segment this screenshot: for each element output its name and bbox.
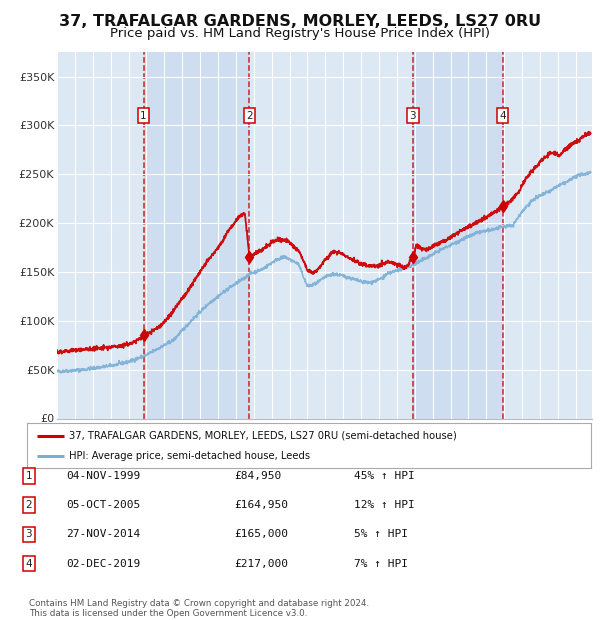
- Text: 05-OCT-2005: 05-OCT-2005: [66, 500, 140, 510]
- Bar: [413, 52, 503, 419]
- Text: 37, TRAFALGAR GARDENS, MORLEY, LEEDS, LS27 0RU (semi-detached house): 37, TRAFALGAR GARDENS, MORLEY, LEEDS, LS…: [70, 430, 457, 441]
- Text: 2: 2: [246, 110, 253, 121]
- Text: This data is licensed under the Open Government Licence v3.0.: This data is licensed under the Open Gov…: [29, 609, 307, 618]
- Text: 2: 2: [25, 500, 32, 510]
- Text: Price paid vs. HM Land Registry's House Price Index (HPI): Price paid vs. HM Land Registry's House …: [110, 27, 490, 40]
- Bar: [143, 52, 250, 419]
- Text: 12% ↑ HPI: 12% ↑ HPI: [354, 500, 415, 510]
- Text: 4: 4: [25, 559, 32, 569]
- Text: £217,000: £217,000: [234, 559, 288, 569]
- Text: £84,950: £84,950: [234, 471, 281, 481]
- Text: £165,000: £165,000: [234, 529, 288, 539]
- Text: 02-DEC-2019: 02-DEC-2019: [66, 559, 140, 569]
- Text: 04-NOV-1999: 04-NOV-1999: [66, 471, 140, 481]
- Text: 4: 4: [499, 110, 506, 121]
- Text: 45% ↑ HPI: 45% ↑ HPI: [354, 471, 415, 481]
- Text: 1: 1: [25, 471, 32, 481]
- Text: 3: 3: [410, 110, 416, 121]
- Text: 1: 1: [140, 110, 147, 121]
- Text: £164,950: £164,950: [234, 500, 288, 510]
- Text: Contains HM Land Registry data © Crown copyright and database right 2024.: Contains HM Land Registry data © Crown c…: [29, 600, 369, 608]
- Text: 37, TRAFALGAR GARDENS, MORLEY, LEEDS, LS27 0RU: 37, TRAFALGAR GARDENS, MORLEY, LEEDS, LS…: [59, 14, 541, 29]
- Text: 5% ↑ HPI: 5% ↑ HPI: [354, 529, 408, 539]
- Text: HPI: Average price, semi-detached house, Leeds: HPI: Average price, semi-detached house,…: [70, 451, 310, 461]
- Text: 7% ↑ HPI: 7% ↑ HPI: [354, 559, 408, 569]
- Text: 27-NOV-2014: 27-NOV-2014: [66, 529, 140, 539]
- Text: 3: 3: [25, 529, 32, 539]
